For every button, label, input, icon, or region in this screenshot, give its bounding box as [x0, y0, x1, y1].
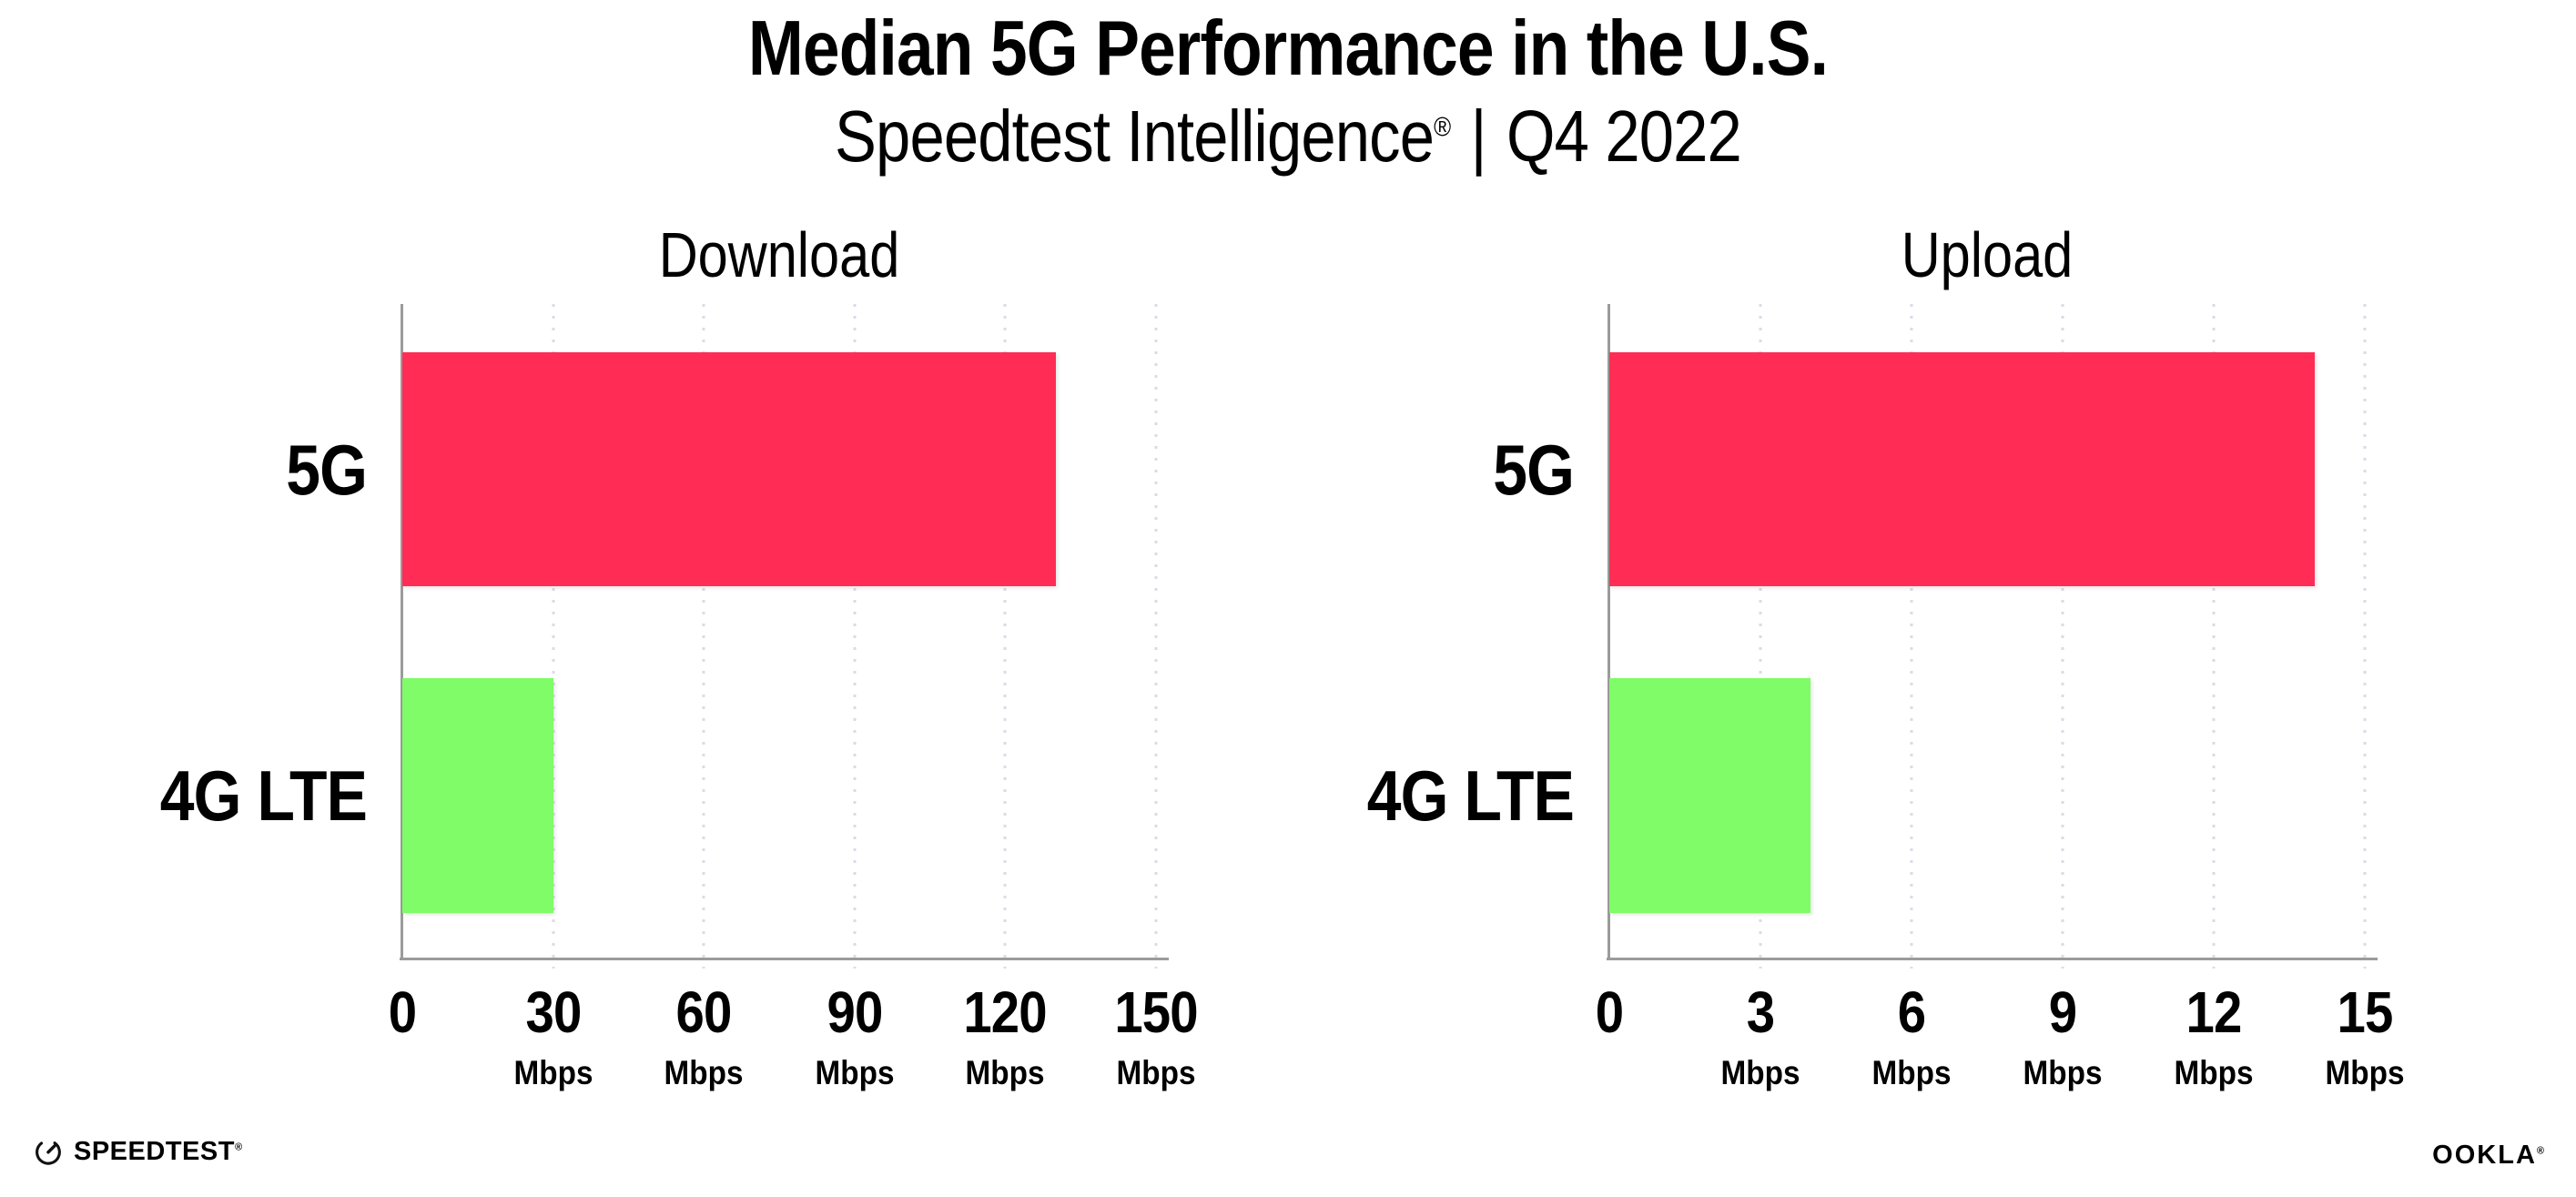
registered-mark: ® [1434, 112, 1451, 143]
tick-unit: Mbps [513, 1054, 593, 1091]
speedtest-registered-mark: ® [234, 1141, 243, 1152]
page-title: Median 5G Performance in the U.S. [747, 5, 1829, 92]
upload-chart-plot: 0 3 Mbps 6 Mbps 9 Mbps 12 Mbps 15 Mbps 5G 4G LTE [1367, 304, 2404, 1090]
tick-unit: Mbps [2325, 1054, 2405, 1091]
category-label-4g-lte: 4G LTE [1366, 756, 1575, 836]
gridline [2363, 304, 2367, 969]
download-chart-title: Download [658, 219, 900, 290]
tick-value: 12 [2186, 979, 2243, 1045]
gridline [1003, 304, 1007, 969]
x-tick-label: 15 Mbps [2321, 983, 2409, 1090]
bar-4g-lte [402, 678, 553, 913]
x-tick-label: 12 Mbps [2170, 983, 2258, 1090]
download-chart-plot: 0 30 Mbps 60 Mbps 90 Mbps 120 Mbps 150 Mbps 5G 4G LT… [160, 304, 1199, 1090]
gridline [2061, 304, 2064, 969]
x-tick-label: 30 Mbps [509, 983, 597, 1090]
gridline [552, 304, 555, 969]
speedtest-gauge-icon [33, 1136, 64, 1167]
tick-unit: Mbps [965, 1054, 1045, 1091]
tick-unit: Mbps [664, 1054, 744, 1091]
gridline [1154, 304, 1158, 969]
gridline [1910, 304, 1913, 969]
gridline [853, 304, 857, 969]
x-tick-label: 120 Mbps [958, 983, 1053, 1090]
tick-unit: Mbps [1871, 1054, 1952, 1091]
bar-4g-lte [1609, 678, 1811, 913]
x-tick-label: 3 Mbps [1717, 983, 1805, 1090]
category-label-5g: 5G [286, 429, 368, 510]
speedtest-logo: SPEEDTEST® [33, 1136, 243, 1167]
x-tick-label: 150 Mbps [1109, 983, 1203, 1090]
tick-value: 15 [2337, 979, 2394, 1045]
tick-unit: Mbps [2023, 1054, 2103, 1091]
ookla-label: OOKLA [2432, 1141, 2537, 1170]
tick-unit: Mbps [1720, 1054, 1800, 1091]
page-subtitle: Speedtest Intelligence® | Q4 2022 [180, 100, 2396, 173]
tick-unit: Mbps [2174, 1054, 2254, 1091]
tick-value: 0 [1595, 979, 1624, 1045]
gridline [1759, 304, 1762, 969]
upload-chart-title: Upload [1901, 219, 2074, 290]
tick-value: 6 [1897, 979, 1926, 1045]
x-tick-label: 9 Mbps [2019, 983, 2107, 1090]
bar-5g [402, 352, 1056, 586]
x-tick-label: 90 Mbps [810, 983, 898, 1090]
tick-value: 60 [675, 979, 733, 1045]
subtitle-brand: Speedtest Intelligence [835, 96, 1435, 177]
category-label-5g: 5G [1493, 429, 1575, 510]
x-axis [400, 958, 1169, 960]
x-tick-label: 0 [387, 983, 419, 1041]
subtitle-period: Q4 2022 [1506, 96, 1742, 177]
bar-5g [1609, 352, 2315, 586]
tick-unit: Mbps [1116, 1054, 1196, 1091]
x-tick-label: 60 Mbps [660, 983, 748, 1090]
tick-value: 90 [827, 979, 883, 1045]
speedtest-wordmark: SPEEDTEST® [74, 1136, 243, 1166]
x-tick-label: 0 [1594, 983, 1626, 1041]
ookla-registered-mark: ® [2536, 1145, 2546, 1157]
ookla-logo: OOKLA® [2432, 1142, 2546, 1169]
category-label-4g-lte: 4G LTE [159, 756, 368, 836]
y-axis [1607, 304, 1610, 960]
gridline [702, 304, 705, 969]
tick-value: 30 [525, 979, 582, 1045]
tick-value: 150 [1114, 979, 1198, 1045]
tick-value: 9 [2048, 979, 2077, 1045]
x-axis [1607, 958, 2378, 960]
tick-value: 3 [1746, 979, 1775, 1045]
gridline [2212, 304, 2216, 969]
tick-unit: Mbps [815, 1054, 895, 1091]
tick-value: 120 [963, 979, 1048, 1045]
tick-value: 0 [388, 979, 417, 1045]
subtitle-divider: | [1470, 96, 1487, 177]
y-axis [401, 304, 403, 960]
speedtest-label: SPEEDTEST [74, 1136, 235, 1166]
x-tick-label: 6 Mbps [1868, 983, 1956, 1090]
